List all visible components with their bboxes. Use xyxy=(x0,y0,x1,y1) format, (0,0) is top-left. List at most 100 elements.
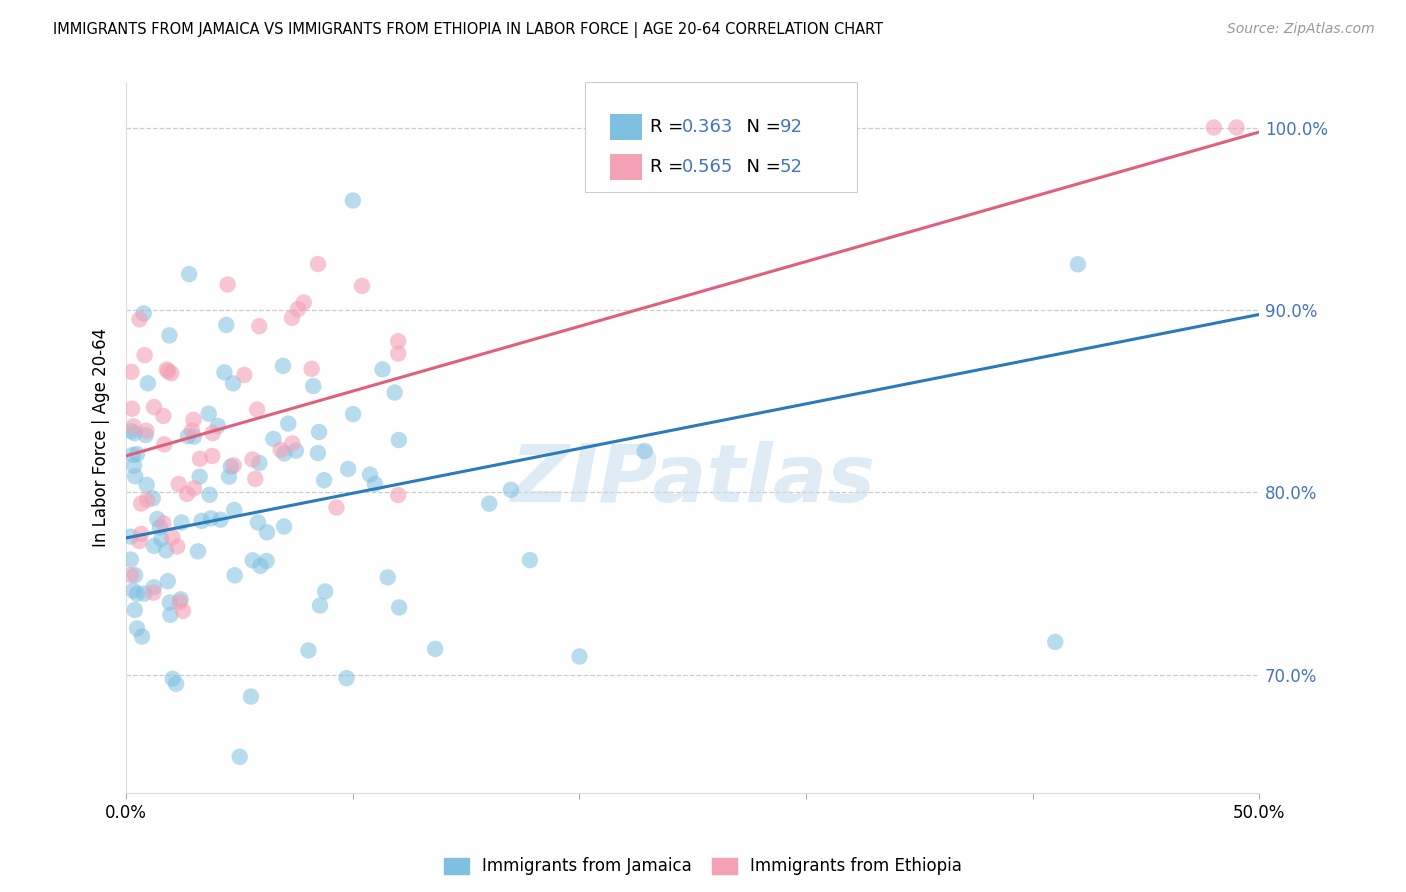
FancyBboxPatch shape xyxy=(610,114,641,139)
Point xyxy=(217,277,239,292)
Point xyxy=(201,449,224,463)
Text: N =: N = xyxy=(735,158,786,177)
Point xyxy=(129,526,152,541)
Point xyxy=(129,496,152,510)
Point xyxy=(170,516,193,530)
Point xyxy=(336,671,359,685)
Point xyxy=(314,584,336,599)
Point xyxy=(136,376,159,391)
FancyBboxPatch shape xyxy=(585,82,858,192)
Point xyxy=(157,364,180,378)
Point xyxy=(209,513,232,527)
Point xyxy=(142,585,165,599)
Point xyxy=(224,568,246,582)
Point xyxy=(128,534,150,549)
Point xyxy=(1067,257,1090,271)
Point xyxy=(218,469,240,483)
Point xyxy=(120,424,142,438)
Point xyxy=(124,568,146,582)
Point xyxy=(188,469,211,483)
Point xyxy=(224,503,246,517)
Point xyxy=(388,433,411,447)
Point xyxy=(146,512,169,526)
Point xyxy=(142,580,165,594)
Point xyxy=(176,487,198,501)
Point xyxy=(228,749,250,764)
Point xyxy=(122,458,145,473)
Point xyxy=(342,407,364,421)
Point xyxy=(155,543,177,558)
Point xyxy=(159,607,181,622)
Text: ZIPatlas: ZIPatlas xyxy=(510,442,876,519)
Point xyxy=(121,448,143,462)
Point xyxy=(307,446,329,460)
Point xyxy=(284,443,307,458)
Text: 0.363: 0.363 xyxy=(682,118,733,136)
Point xyxy=(125,587,148,601)
Point xyxy=(160,366,183,380)
Point xyxy=(156,574,179,589)
Point xyxy=(247,456,270,470)
Point xyxy=(122,419,145,434)
Y-axis label: In Labor Force | Age 20-64: In Labor Force | Age 20-64 xyxy=(93,328,110,547)
Point xyxy=(120,365,142,379)
Point xyxy=(152,516,174,531)
Point xyxy=(172,604,194,618)
Point xyxy=(1045,635,1067,649)
Point xyxy=(200,511,222,525)
Point xyxy=(309,599,332,613)
Point xyxy=(125,447,148,461)
Point xyxy=(568,649,591,664)
Text: R =: R = xyxy=(650,158,689,177)
Point xyxy=(183,413,205,427)
Point xyxy=(135,424,157,438)
Point xyxy=(519,553,541,567)
Point xyxy=(169,592,191,607)
Point xyxy=(302,379,325,393)
FancyBboxPatch shape xyxy=(610,154,641,180)
Point xyxy=(149,520,172,534)
Point xyxy=(364,476,387,491)
Point xyxy=(292,295,315,310)
Point xyxy=(121,401,143,416)
Point xyxy=(256,554,278,568)
Point xyxy=(242,553,264,567)
Point xyxy=(157,328,180,343)
Point xyxy=(377,570,399,584)
Point xyxy=(273,446,295,460)
Point xyxy=(308,425,330,439)
Point xyxy=(215,318,238,332)
Point xyxy=(167,477,190,491)
Point xyxy=(387,488,409,502)
Point xyxy=(277,417,299,431)
Point xyxy=(181,424,204,438)
Point xyxy=(142,491,165,506)
Point xyxy=(325,500,347,515)
Point xyxy=(153,437,176,451)
Point xyxy=(143,400,166,414)
Point xyxy=(124,426,146,441)
Point xyxy=(633,444,655,458)
Point xyxy=(1202,120,1225,135)
Point xyxy=(159,595,181,609)
Point xyxy=(387,346,409,360)
Point xyxy=(287,302,309,317)
Point xyxy=(124,469,146,483)
Point xyxy=(124,603,146,617)
Point xyxy=(387,334,409,349)
Point xyxy=(188,451,211,466)
Point xyxy=(307,257,329,271)
Point xyxy=(134,348,156,362)
Point xyxy=(281,436,304,450)
Point xyxy=(190,514,212,528)
Point xyxy=(233,368,256,382)
Text: N =: N = xyxy=(735,118,786,136)
Point xyxy=(342,194,364,208)
Point xyxy=(262,432,284,446)
Point xyxy=(388,600,411,615)
Point xyxy=(162,672,184,686)
Point xyxy=(273,519,295,533)
Point xyxy=(128,312,150,326)
Point xyxy=(478,497,501,511)
Point xyxy=(222,458,245,473)
